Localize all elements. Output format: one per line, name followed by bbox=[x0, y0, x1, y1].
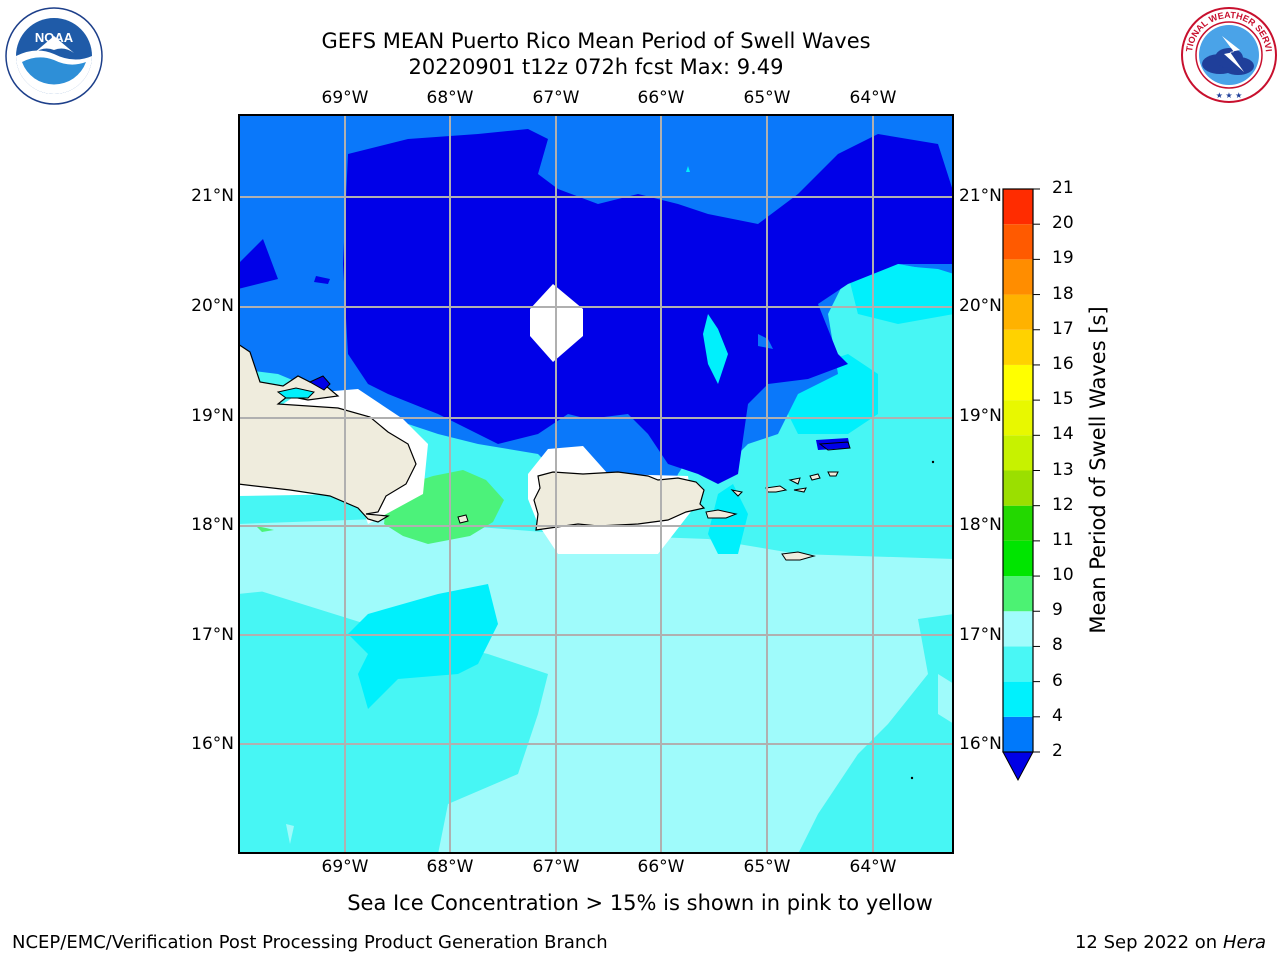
lat-label: 21°N bbox=[959, 186, 1002, 206]
colorbar-tick-label: 10 bbox=[1052, 565, 1074, 586]
colorbar-band bbox=[1003, 294, 1033, 330]
map-subtitle: 20220901 t12z 072h fcst Max: 9.49 bbox=[408, 55, 784, 79]
colorbar-band bbox=[1003, 435, 1033, 471]
mona-island bbox=[457, 514, 469, 524]
nws-logo: NATIONAL WEATHER SERVICE ★ ★ ★ bbox=[1180, 6, 1277, 103]
lon-label: 65°W bbox=[743, 857, 791, 877]
lon-label: 69°W bbox=[321, 88, 369, 108]
colorbar-tick-label: 4 bbox=[1052, 705, 1063, 726]
colorbar-band bbox=[1003, 681, 1033, 717]
noaa-logo-text: NOAA bbox=[35, 30, 74, 45]
st-croix-island bbox=[781, 551, 816, 561]
lat-label: 17°N bbox=[959, 625, 1002, 645]
map-gridlines bbox=[238, 114, 954, 854]
colorbar-tick-label: 21 bbox=[1052, 178, 1074, 198]
lat-label: 16°N bbox=[191, 734, 234, 754]
lat-label: 20°N bbox=[191, 296, 234, 316]
colorbar-extend-arrow bbox=[1002, 751, 1034, 782]
lat-label: 16°N bbox=[959, 734, 1002, 754]
map-border bbox=[238, 114, 954, 854]
lat-label: 17°N bbox=[191, 625, 234, 645]
colorbar-tick-label: 18 bbox=[1052, 283, 1074, 304]
lon-label: 68°W bbox=[426, 88, 474, 108]
lon-label: 65°W bbox=[743, 88, 791, 108]
colorbar-tick-label: 6 bbox=[1052, 670, 1063, 691]
colorbar-tick-label: 8 bbox=[1052, 635, 1063, 656]
colorbar-band bbox=[1003, 646, 1033, 682]
vieques-island bbox=[705, 509, 738, 519]
colorbar-tick-marks bbox=[1033, 188, 1040, 753]
colorbar-band bbox=[1003, 576, 1033, 612]
lat-label: 18°N bbox=[959, 515, 1002, 535]
colorbar-tick-label: 11 bbox=[1052, 529, 1074, 550]
colorbar-band bbox=[1003, 716, 1033, 752]
lat-label: 21°N bbox=[191, 186, 234, 206]
swell-period-map bbox=[238, 114, 954, 854]
noaa-logo: NOAA bbox=[5, 7, 103, 105]
colorbar-bands bbox=[1003, 189, 1033, 752]
colorbar-band bbox=[1003, 224, 1033, 260]
lat-label: 18°N bbox=[191, 515, 234, 535]
lat-label: 19°N bbox=[959, 406, 1002, 426]
colorbar-band bbox=[1003, 611, 1033, 647]
lon-label: 67°W bbox=[532, 88, 580, 108]
colorbar-band bbox=[1003, 470, 1033, 506]
lon-label: 64°W bbox=[849, 857, 897, 877]
lat-label: 19°N bbox=[191, 406, 234, 426]
lon-label: 68°W bbox=[426, 857, 474, 877]
field-4-6 bbox=[348, 584, 498, 709]
colorbar-tick-label: 15 bbox=[1052, 389, 1074, 410]
map-title: GEFS MEAN Puerto Rico Mean Period of Swe… bbox=[321, 29, 871, 53]
footer-credit: NCEP/EMC/Verification Post Processing Pr… bbox=[12, 932, 608, 953]
hispaniola-land bbox=[238, 343, 417, 523]
lon-label: 69°W bbox=[321, 857, 369, 877]
colorbar-title: Mean Period of Swell Waves [s] bbox=[1086, 306, 1110, 634]
svg-text:★ ★ ★: ★ ★ ★ bbox=[1216, 91, 1243, 100]
colorbar-band bbox=[1003, 329, 1033, 365]
colorbar-tick-label: 20 bbox=[1052, 213, 1074, 234]
colorbar-tick-label: 2 bbox=[1052, 741, 1063, 761]
colorbar-band bbox=[1003, 505, 1033, 541]
colorbar-tick-label: 19 bbox=[1052, 248, 1074, 269]
footer-date-text: 12 Sep 2022 on bbox=[1074, 932, 1218, 953]
lat-label: 20°N bbox=[959, 296, 1002, 316]
colorbar bbox=[1002, 188, 1040, 782]
colorbar-tick-label: 17 bbox=[1052, 318, 1074, 339]
colorbar-band bbox=[1003, 400, 1033, 436]
colorbar-band bbox=[1003, 364, 1033, 401]
sea-ice-note: Sea Ice Concentration > 15% is shown in … bbox=[347, 891, 933, 915]
lon-label: 66°W bbox=[637, 88, 685, 108]
colorbar-band bbox=[1003, 259, 1033, 295]
lon-label: 64°W bbox=[849, 88, 897, 108]
colorbar-tick-label: 16 bbox=[1052, 353, 1074, 374]
lon-label: 66°W bbox=[637, 857, 685, 877]
colorbar-tick-label: 9 bbox=[1052, 600, 1063, 621]
colorbar-band bbox=[1003, 189, 1033, 225]
footer-host: Hera bbox=[1222, 932, 1266, 953]
colorbar-band bbox=[1003, 540, 1033, 577]
footer-date: 12 Sep 2022 on Hera bbox=[1075, 932, 1266, 953]
lon-label: 67°W bbox=[532, 857, 580, 877]
colorbar-tick-label: 13 bbox=[1052, 459, 1074, 480]
colorbar-tick-label: 14 bbox=[1052, 424, 1074, 445]
colorbar-tick-label: 12 bbox=[1052, 494, 1074, 515]
